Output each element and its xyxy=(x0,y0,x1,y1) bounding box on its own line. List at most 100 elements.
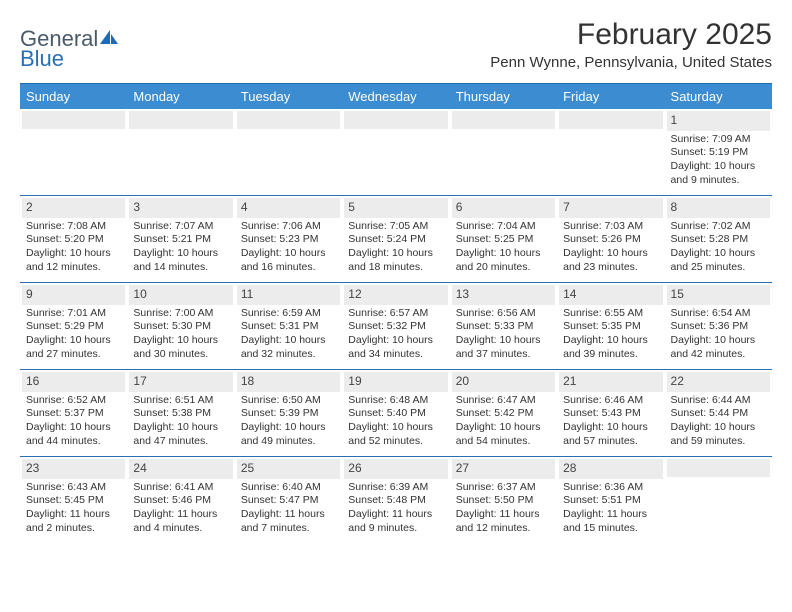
daylight-text: Daylight: 10 hours and 39 minutes. xyxy=(563,334,658,361)
sunrise-text: Sunrise: 6:54 AM xyxy=(671,307,766,321)
day-content: Sunrise: 6:52 AMSunset: 5:37 PMDaylight:… xyxy=(22,394,125,449)
daylight-text: Daylight: 10 hours and 25 minutes. xyxy=(671,247,766,274)
sunset-text: Sunset: 5:19 PM xyxy=(671,146,766,160)
day-number: 14 xyxy=(559,285,662,305)
day-content: Sunrise: 7:04 AMSunset: 5:25 PMDaylight:… xyxy=(452,220,555,275)
day-number: 6 xyxy=(452,198,555,218)
day-content: Sunrise: 6:43 AMSunset: 5:45 PMDaylight:… xyxy=(22,481,125,536)
day-number: 21 xyxy=(559,372,662,392)
weekday-header: Wednesday xyxy=(342,84,449,109)
daylight-text: Daylight: 10 hours and 57 minutes. xyxy=(563,421,658,448)
sunrise-text: Sunrise: 7:02 AM xyxy=(671,220,766,234)
day-cell: 24Sunrise: 6:41 AMSunset: 5:46 PMDayligh… xyxy=(127,457,234,543)
day-content: Sunrise: 6:51 AMSunset: 5:38 PMDaylight:… xyxy=(129,394,232,449)
location-text: Penn Wynne, Pennsylvania, United States xyxy=(490,54,772,71)
day-cell xyxy=(342,109,449,195)
day-content: Sunrise: 7:08 AMSunset: 5:20 PMDaylight:… xyxy=(22,220,125,275)
day-number: 3 xyxy=(129,198,232,218)
day-content: Sunrise: 6:48 AMSunset: 5:40 PMDaylight:… xyxy=(344,394,447,449)
daylight-text: Daylight: 11 hours and 4 minutes. xyxy=(133,508,228,535)
day-cell: 19Sunrise: 6:48 AMSunset: 5:40 PMDayligh… xyxy=(342,370,449,456)
sunrise-text: Sunrise: 6:51 AM xyxy=(133,394,228,408)
daylight-text: Daylight: 10 hours and 42 minutes. xyxy=(671,334,766,361)
sunrise-text: Sunrise: 7:09 AM xyxy=(671,133,766,147)
sunset-text: Sunset: 5:24 PM xyxy=(348,233,443,247)
day-number xyxy=(559,111,662,129)
day-cell: 14Sunrise: 6:55 AMSunset: 5:35 PMDayligh… xyxy=(557,283,664,369)
day-cell: 10Sunrise: 7:00 AMSunset: 5:30 PMDayligh… xyxy=(127,283,234,369)
sunrise-text: Sunrise: 6:41 AM xyxy=(133,481,228,495)
day-number: 2 xyxy=(22,198,125,218)
sunset-text: Sunset: 5:35 PM xyxy=(563,320,658,334)
daylight-text: Daylight: 11 hours and 9 minutes. xyxy=(348,508,443,535)
sunset-text: Sunset: 5:42 PM xyxy=(456,407,551,421)
day-cell: 6Sunrise: 7:04 AMSunset: 5:25 PMDaylight… xyxy=(450,196,557,282)
day-number: 18 xyxy=(237,372,340,392)
sunset-text: Sunset: 5:32 PM xyxy=(348,320,443,334)
day-content: Sunrise: 7:05 AMSunset: 5:24 PMDaylight:… xyxy=(344,220,447,275)
day-cell: 8Sunrise: 7:02 AMSunset: 5:28 PMDaylight… xyxy=(665,196,772,282)
week-row: 16Sunrise: 6:52 AMSunset: 5:37 PMDayligh… xyxy=(20,369,772,456)
sunset-text: Sunset: 5:46 PM xyxy=(133,494,228,508)
logo-word-2: Blue xyxy=(20,46,64,71)
logo-text: GeneralBlue xyxy=(20,28,120,69)
sunset-text: Sunset: 5:40 PM xyxy=(348,407,443,421)
daylight-text: Daylight: 11 hours and 12 minutes. xyxy=(456,508,551,535)
sunset-text: Sunset: 5:45 PM xyxy=(26,494,121,508)
weekday-header: Sunday xyxy=(20,84,127,109)
daylight-text: Daylight: 10 hours and 37 minutes. xyxy=(456,334,551,361)
sunset-text: Sunset: 5:33 PM xyxy=(456,320,551,334)
day-content: Sunrise: 7:00 AMSunset: 5:30 PMDaylight:… xyxy=(129,307,232,362)
sunset-text: Sunset: 5:36 PM xyxy=(671,320,766,334)
day-cell xyxy=(665,457,772,543)
daylight-text: Daylight: 10 hours and 52 minutes. xyxy=(348,421,443,448)
week-row: 9Sunrise: 7:01 AMSunset: 5:29 PMDaylight… xyxy=(20,282,772,369)
weekday-header: Tuesday xyxy=(235,84,342,109)
day-number: 15 xyxy=(667,285,770,305)
sunrise-text: Sunrise: 6:46 AM xyxy=(563,394,658,408)
day-number: 7 xyxy=(559,198,662,218)
sunset-text: Sunset: 5:48 PM xyxy=(348,494,443,508)
day-content: Sunrise: 7:03 AMSunset: 5:26 PMDaylight:… xyxy=(559,220,662,275)
day-number: 25 xyxy=(237,459,340,479)
day-cell: 4Sunrise: 7:06 AMSunset: 5:23 PMDaylight… xyxy=(235,196,342,282)
daylight-text: Daylight: 10 hours and 12 minutes. xyxy=(26,247,121,274)
sunset-text: Sunset: 5:31 PM xyxy=(241,320,336,334)
weekday-header: Friday xyxy=(557,84,664,109)
weekday-header-row: Sunday Monday Tuesday Wednesday Thursday… xyxy=(20,84,772,109)
day-number: 22 xyxy=(667,372,770,392)
day-number: 26 xyxy=(344,459,447,479)
sunrise-text: Sunrise: 6:44 AM xyxy=(671,394,766,408)
daylight-text: Daylight: 10 hours and 18 minutes. xyxy=(348,247,443,274)
day-number: 19 xyxy=(344,372,447,392)
daylight-text: Daylight: 10 hours and 14 minutes. xyxy=(133,247,228,274)
logo-sail-icon xyxy=(98,28,120,49)
sunrise-text: Sunrise: 7:06 AM xyxy=(241,220,336,234)
daylight-text: Daylight: 10 hours and 47 minutes. xyxy=(133,421,228,448)
sunrise-text: Sunrise: 7:01 AM xyxy=(26,307,121,321)
day-cell xyxy=(20,109,127,195)
day-cell: 9Sunrise: 7:01 AMSunset: 5:29 PMDaylight… xyxy=(20,283,127,369)
day-content: Sunrise: 6:37 AMSunset: 5:50 PMDaylight:… xyxy=(452,481,555,536)
sunrise-text: Sunrise: 6:36 AM xyxy=(563,481,658,495)
sunset-text: Sunset: 5:23 PM xyxy=(241,233,336,247)
day-content: Sunrise: 6:55 AMSunset: 5:35 PMDaylight:… xyxy=(559,307,662,362)
day-number xyxy=(452,111,555,129)
day-content: Sunrise: 6:59 AMSunset: 5:31 PMDaylight:… xyxy=(237,307,340,362)
day-content: Sunrise: 6:40 AMSunset: 5:47 PMDaylight:… xyxy=(237,481,340,536)
day-cell: 2Sunrise: 7:08 AMSunset: 5:20 PMDaylight… xyxy=(20,196,127,282)
daylight-text: Daylight: 10 hours and 23 minutes. xyxy=(563,247,658,274)
weekday-header: Monday xyxy=(127,84,234,109)
day-content: Sunrise: 6:54 AMSunset: 5:36 PMDaylight:… xyxy=(667,307,770,362)
sunrise-text: Sunrise: 6:50 AM xyxy=(241,394,336,408)
sunrise-text: Sunrise: 7:04 AM xyxy=(456,220,551,234)
daylight-text: Daylight: 11 hours and 15 minutes. xyxy=(563,508,658,535)
day-cell: 21Sunrise: 6:46 AMSunset: 5:43 PMDayligh… xyxy=(557,370,664,456)
day-cell: 5Sunrise: 7:05 AMSunset: 5:24 PMDaylight… xyxy=(342,196,449,282)
sunset-text: Sunset: 5:38 PM xyxy=(133,407,228,421)
day-number: 5 xyxy=(344,198,447,218)
sunset-text: Sunset: 5:29 PM xyxy=(26,320,121,334)
day-cell: 18Sunrise: 6:50 AMSunset: 5:39 PMDayligh… xyxy=(235,370,342,456)
day-content: Sunrise: 6:46 AMSunset: 5:43 PMDaylight:… xyxy=(559,394,662,449)
daylight-text: Daylight: 10 hours and 9 minutes. xyxy=(671,160,766,187)
